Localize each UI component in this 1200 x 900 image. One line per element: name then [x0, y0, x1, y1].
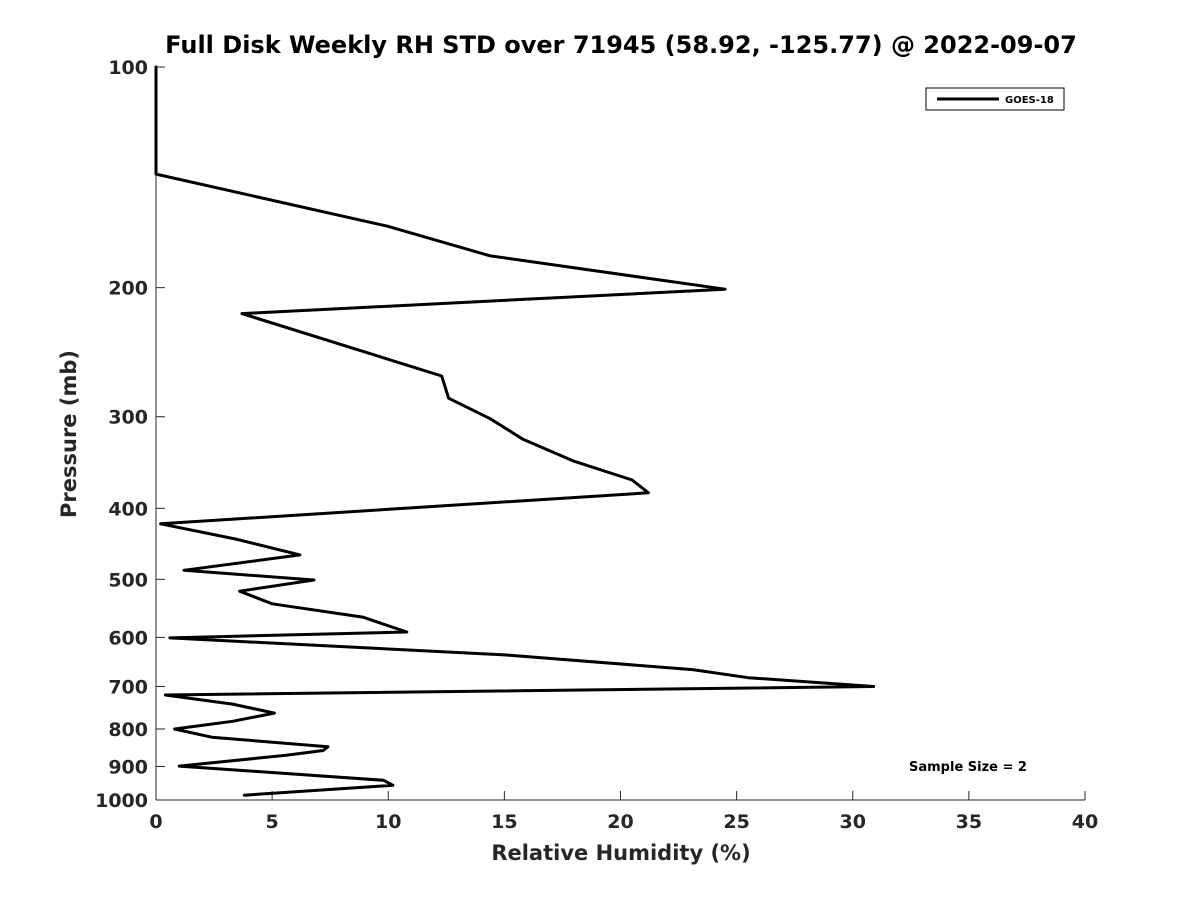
x-tick-label-5: 5 [266, 811, 279, 833]
x-tick-label-25: 25 [723, 811, 749, 833]
x-tick-label-30: 30 [840, 811, 866, 833]
x-tick-label-35: 35 [956, 811, 982, 833]
sample-size-annotation: Sample Size = 2 [909, 760, 1027, 775]
y-tick-label-900: 900 [108, 756, 148, 778]
y-tick-label-600: 600 [108, 627, 148, 649]
series-line-goes-18 [154, 65, 876, 797]
x-axis-label: Relative Humidity (%) [491, 841, 750, 865]
x-tick-label-10: 10 [375, 811, 401, 833]
y-tick-label-400: 400 [108, 498, 148, 520]
y-axis-label: Pressure (mb) [57, 350, 81, 518]
y-tick-label-1000: 1000 [95, 790, 148, 812]
y-tick-label-200: 200 [108, 278, 148, 300]
x-tick-label-40: 40 [1072, 811, 1098, 833]
y-tick-label-300: 300 [108, 407, 148, 429]
y-tick-label-500: 500 [108, 569, 148, 591]
y-tick-label-800: 800 [108, 719, 148, 741]
plot-area: 0 5 10 15 20 25 30 35 40 100 200 300 400 500 600 700 800… [95, 57, 1098, 833]
legend: GOES-18 [925, 87, 1065, 111]
chart-title: Full Disk Weekly RH STD over 71945 (58.9… [165, 31, 1077, 59]
legend-label-goes-18: GOES-18 [1005, 95, 1054, 106]
x-tick-label-20: 20 [607, 811, 633, 833]
x-tick-label-15: 15 [491, 811, 517, 833]
y-tick-label-700: 700 [108, 676, 148, 698]
y-tick-label-100: 100 [108, 57, 148, 79]
x-tick-label-0: 0 [149, 811, 162, 833]
